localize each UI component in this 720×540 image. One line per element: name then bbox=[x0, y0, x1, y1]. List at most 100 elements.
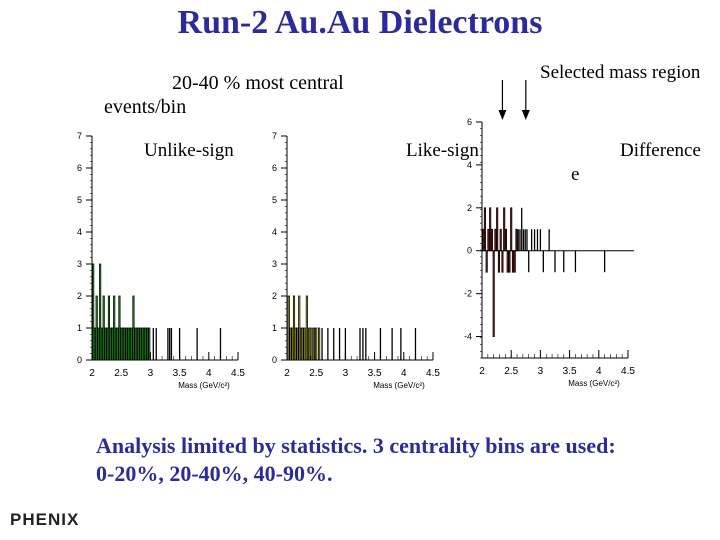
y-axis-label: events/bin bbox=[104, 96, 187, 118]
x-tick-label: 2 bbox=[479, 366, 485, 377]
histogram-bar bbox=[294, 327, 297, 361]
y-tick-label: 2 bbox=[272, 291, 277, 301]
histogram-bar bbox=[196, 328, 198, 360]
histogram-bar bbox=[298, 295, 301, 361]
histogram-bar bbox=[303, 327, 306, 361]
histogram-bar bbox=[120, 327, 123, 361]
histogram-bar bbox=[114, 327, 117, 361]
histogram-bar bbox=[504, 228, 507, 252]
histogram-bar bbox=[603, 250, 606, 273]
x-tick-label: 4 bbox=[596, 366, 602, 377]
x-tick-label: 2 bbox=[284, 368, 290, 379]
y-tick-label: -2 bbox=[464, 289, 472, 299]
x-tick-label: 4 bbox=[401, 368, 407, 379]
slide-title: Run-2 Au.Au Dielectrons bbox=[177, 4, 543, 41]
histogram-bar bbox=[522, 229, 525, 251]
histogram-bar bbox=[92, 263, 95, 361]
x-tick-label: 3.5 bbox=[563, 366, 577, 377]
y-tick-label: 5 bbox=[77, 195, 82, 205]
histogram-bar bbox=[513, 250, 516, 273]
histogram-bar bbox=[287, 295, 290, 361]
y-tick-label: 7 bbox=[77, 131, 82, 141]
y-tick-label: 4 bbox=[272, 227, 277, 237]
histogram-bar bbox=[132, 295, 135, 361]
histogram-bar bbox=[519, 229, 521, 251]
histogram-bar bbox=[99, 263, 102, 361]
histogram-bar bbox=[139, 327, 142, 361]
x-tick-label: 4.5 bbox=[231, 368, 245, 379]
y-tick-label: 0 bbox=[77, 355, 82, 365]
histogram-bar bbox=[296, 327, 299, 361]
histogram-bar bbox=[499, 228, 502, 252]
histogram-bar bbox=[492, 250, 495, 337]
histogram-bar bbox=[501, 250, 504, 273]
y-tick-label: 6 bbox=[467, 117, 472, 127]
histogram-bar bbox=[318, 327, 321, 361]
x-axis-title: Mass (GeV/c²) bbox=[178, 381, 230, 390]
histogram-bar bbox=[100, 327, 103, 361]
histogram-bar bbox=[107, 295, 110, 361]
x-axis-title: Mass (GeV/c²) bbox=[373, 381, 425, 390]
region-arrow-head bbox=[498, 110, 507, 120]
histogram-bar bbox=[494, 228, 497, 252]
histogram-bar bbox=[155, 328, 157, 360]
histogram-bar bbox=[489, 207, 492, 252]
y-tick-label: 0 bbox=[272, 355, 277, 365]
y-tick-label: 6 bbox=[272, 163, 277, 173]
histogram-bar bbox=[503, 207, 506, 252]
histogram-bar bbox=[563, 250, 565, 273]
histogram-bar bbox=[359, 328, 361, 360]
histogram-bar bbox=[95, 295, 98, 361]
histogram-bar bbox=[118, 295, 121, 361]
histogram-bar bbox=[291, 327, 294, 361]
y-tick-label: 4 bbox=[467, 160, 472, 170]
histogram-bar bbox=[312, 327, 315, 361]
histogram-bar bbox=[116, 327, 119, 361]
region-arrow-head bbox=[521, 110, 530, 120]
x-tick-label: 3.5 bbox=[173, 368, 187, 379]
x-axis-title: Mass (GeV/c²) bbox=[568, 379, 620, 388]
histogram-bar bbox=[533, 229, 536, 251]
histogram-bar bbox=[487, 228, 490, 252]
x-tick-label: 4 bbox=[206, 368, 212, 379]
y-tick-label: 7 bbox=[272, 131, 277, 141]
difference-label: Difference bbox=[620, 140, 701, 161]
histogram-bar bbox=[528, 250, 530, 273]
histogram-bar bbox=[574, 250, 577, 273]
histogram-bar bbox=[521, 207, 523, 251]
histogram-bar bbox=[219, 328, 222, 360]
phenix-logo: PHENIX bbox=[10, 510, 80, 529]
x-tick-label: 2 bbox=[89, 368, 95, 379]
histogram-bar bbox=[321, 328, 323, 360]
histogram-bar bbox=[496, 207, 499, 252]
histogram-bar bbox=[308, 327, 311, 361]
histogram-bar bbox=[515, 228, 518, 252]
footer-note: Analysis limited by statistics. 3 centra… bbox=[96, 432, 696, 488]
histogram-bar bbox=[142, 327, 146, 361]
histogram-bar bbox=[365, 328, 367, 360]
histogram-bar bbox=[490, 228, 493, 252]
like-sign-label: Like-sign bbox=[406, 140, 479, 161]
histogram-bar bbox=[170, 328, 173, 360]
y-tick-label: 1 bbox=[272, 323, 277, 333]
selected-mass-region-arrows bbox=[498, 80, 530, 120]
histogram-bar bbox=[315, 327, 318, 361]
histogram-bar bbox=[141, 327, 144, 361]
y-tick-label: 1 bbox=[77, 323, 82, 333]
histogram-bar bbox=[526, 229, 528, 251]
histogram-bar bbox=[333, 328, 335, 360]
histogram-bar bbox=[134, 327, 137, 361]
x-tick-label: 3 bbox=[538, 366, 544, 377]
histogram-bar bbox=[102, 295, 105, 361]
x-tick-label: 3.5 bbox=[368, 368, 382, 379]
histogram-bar bbox=[301, 327, 304, 361]
histogram-bar bbox=[127, 327, 130, 361]
histogram-bar bbox=[130, 327, 133, 361]
histogram-bar bbox=[146, 327, 149, 361]
histogram-bar bbox=[362, 328, 364, 360]
histogram-bar bbox=[289, 327, 292, 361]
y-tick-label: 6 bbox=[77, 163, 82, 173]
